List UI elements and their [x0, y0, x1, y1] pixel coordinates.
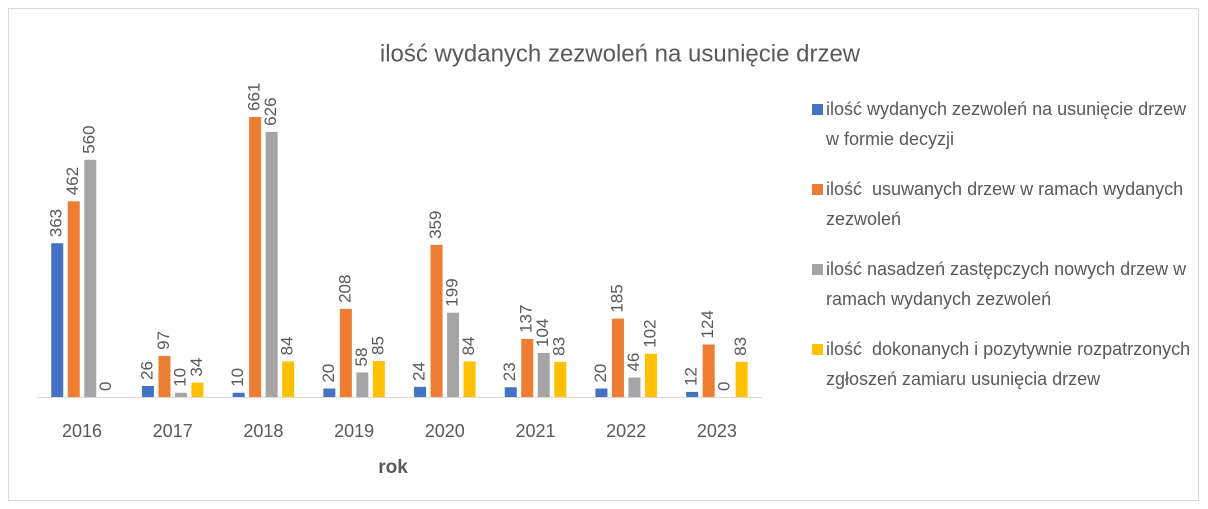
- x-tick-label: 2020: [425, 421, 465, 441]
- data-label: 104: [533, 319, 552, 347]
- data-label: 208: [335, 275, 354, 303]
- x-tick-label: 2023: [697, 421, 737, 441]
- data-label: 24: [410, 362, 429, 381]
- bar: [463, 361, 476, 397]
- chart-title: ilość wydanych zezwoleń na usunięcie drz…: [380, 40, 861, 67]
- legend-swatch: [812, 184, 823, 195]
- data-label: 34: [187, 358, 206, 377]
- legend-label: ilość wydanych zezwoleń na usunięcie drz…: [826, 99, 1192, 149]
- bar: [249, 117, 262, 397]
- bar: [323, 388, 336, 397]
- data-label: 83: [550, 337, 569, 356]
- data-label: 84: [278, 336, 297, 355]
- x-axis-title: rok: [378, 457, 408, 478]
- data-label: 0: [96, 382, 115, 391]
- data-label: 359: [426, 211, 445, 239]
- bar: [339, 308, 352, 397]
- data-label: 199: [443, 278, 462, 306]
- bar: [158, 355, 171, 397]
- bar: [504, 387, 517, 397]
- legend-label: ilość dokonanych i pozytywnie rozpatrzon…: [826, 339, 1196, 389]
- bar: [554, 361, 567, 397]
- legend-entry: ilość nasadzeń zastępczych nowych drzew …: [812, 254, 1202, 314]
- bar: [265, 131, 278, 397]
- bar: [141, 385, 154, 397]
- x-tick-label: 2021: [515, 421, 555, 441]
- bar: [644, 353, 657, 397]
- data-label: 137: [517, 305, 536, 333]
- legend-entry: ilość usuwanych drzew w ramach wydanych …: [812, 174, 1202, 234]
- data-label: 10: [170, 368, 189, 387]
- x-tick-label: 2016: [62, 421, 102, 441]
- bar: [702, 344, 715, 397]
- x-tick-label: 2017: [153, 421, 193, 441]
- bar: [191, 382, 204, 397]
- legend-swatch: [812, 264, 823, 275]
- bar: [628, 377, 641, 397]
- bar: [430, 244, 443, 397]
- bar: [414, 386, 427, 397]
- bar: [282, 361, 295, 397]
- legend-swatch: [812, 104, 823, 115]
- data-label: 46: [624, 353, 643, 372]
- data-label: 20: [319, 364, 338, 383]
- bar: [232, 392, 245, 397]
- x-tick-label: 2019: [334, 421, 374, 441]
- bar: [595, 388, 608, 397]
- bar: [447, 312, 460, 397]
- bar: [356, 372, 369, 397]
- data-label: 102: [640, 319, 659, 347]
- legend: ilość wydanych zezwoleń na usunięcie drz…: [812, 94, 1202, 414]
- data-label: 20: [591, 364, 610, 383]
- data-label: 12: [682, 367, 701, 386]
- bar: [611, 318, 624, 397]
- data-label: 124: [698, 310, 717, 338]
- data-label: 462: [63, 167, 82, 195]
- data-label: 0: [715, 382, 734, 391]
- bar: [84, 159, 97, 397]
- data-label: 560: [80, 125, 99, 153]
- data-label: 83: [731, 337, 750, 356]
- legend-entry: ilość dokonanych i pozytywnie rozpatrzon…: [812, 334, 1202, 394]
- data-label: 84: [459, 336, 478, 355]
- bar: [51, 243, 64, 397]
- data-label: 185: [607, 284, 626, 312]
- data-label: 26: [137, 361, 156, 380]
- data-label: 58: [352, 348, 371, 367]
- chart-border: [8, 8, 1199, 501]
- data-label: 626: [261, 97, 280, 125]
- bar: [67, 201, 80, 397]
- bar: [686, 391, 699, 397]
- bar: [521, 338, 534, 397]
- legend-entry: ilość wydanych zezwoleń na usunięcie drz…: [812, 94, 1202, 154]
- data-label: 661: [245, 83, 264, 111]
- bar: [372, 360, 385, 397]
- legend-swatch: [812, 344, 823, 355]
- bar: [735, 361, 748, 397]
- bar: [537, 352, 550, 397]
- data-label: 363: [47, 209, 66, 237]
- data-label: 10: [228, 368, 247, 387]
- data-label: 85: [368, 336, 387, 355]
- bar: [174, 392, 187, 397]
- data-label: 97: [154, 331, 173, 350]
- data-label: 23: [500, 362, 519, 381]
- legend-label: ilość usuwanych drzew w ramach wydanych …: [826, 179, 1189, 229]
- x-tick-label: 2018: [243, 421, 283, 441]
- x-tick-label: 2022: [606, 421, 646, 441]
- legend-label: ilość nasadzeń zastępczych nowych drzew …: [826, 259, 1192, 309]
